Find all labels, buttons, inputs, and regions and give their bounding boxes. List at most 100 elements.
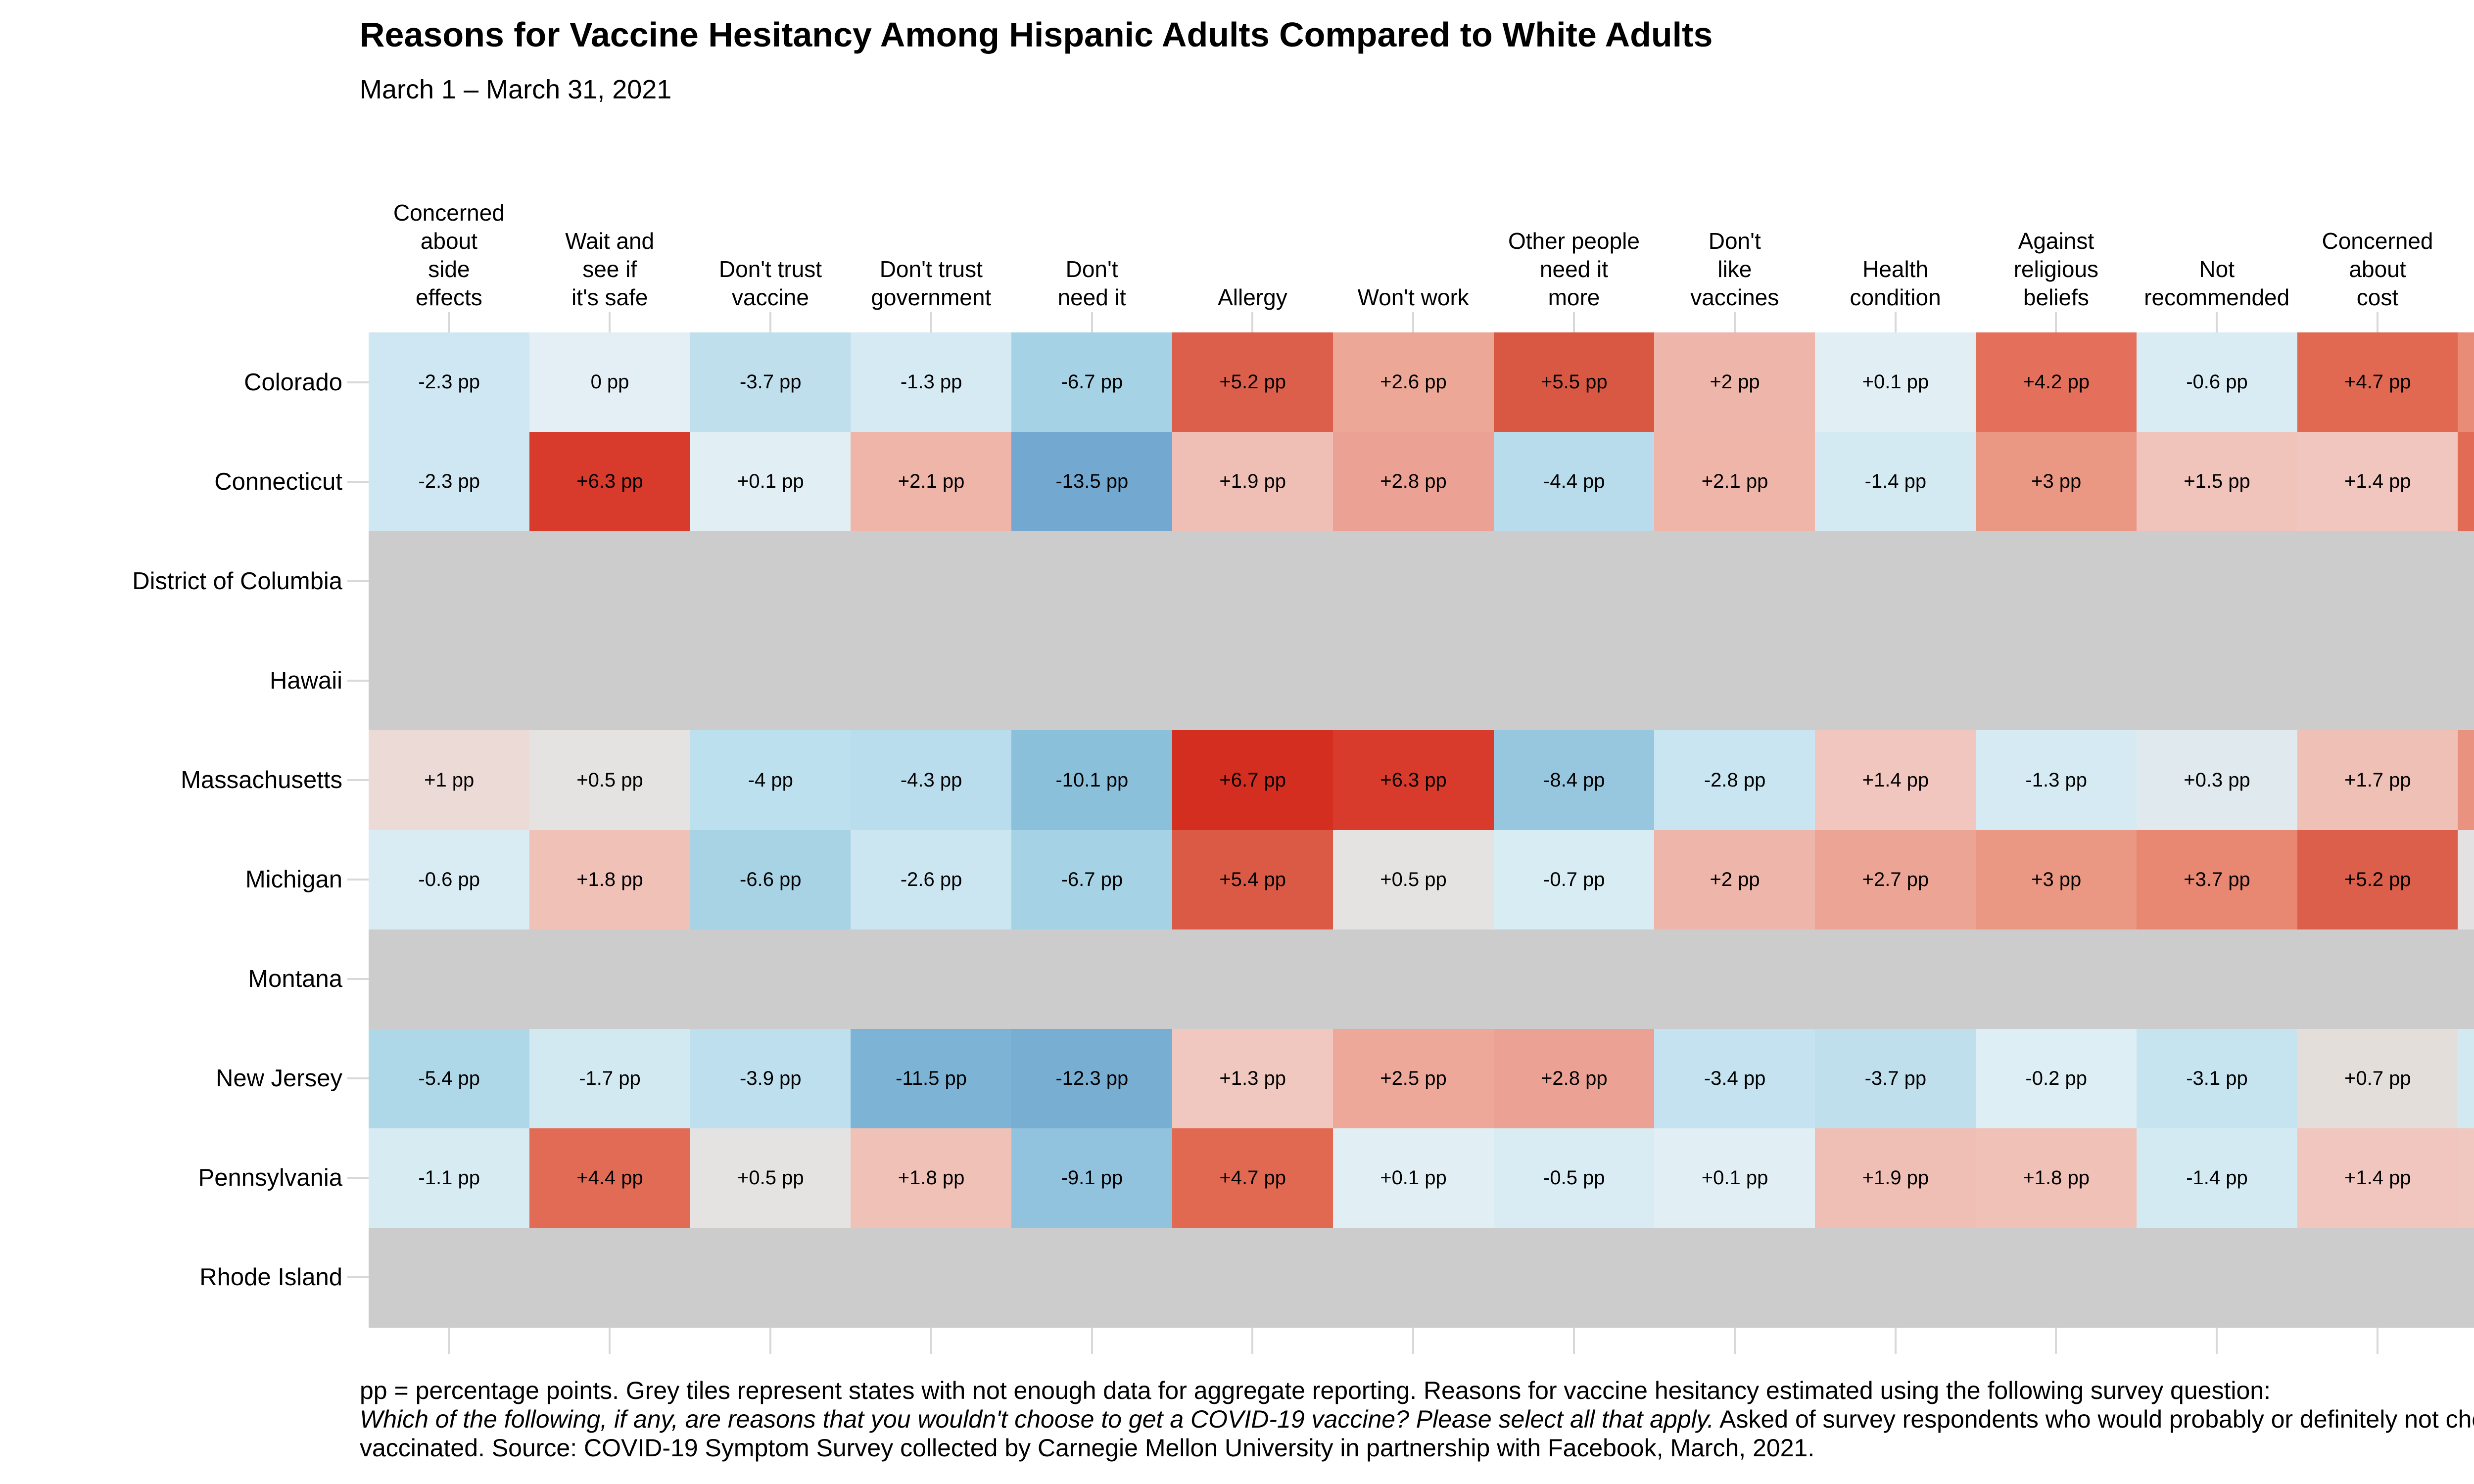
heatmap-cell: -1.7 pp <box>529 1028 691 1129</box>
column-tick-top <box>609 312 611 332</box>
cell-value-label: -2.6 pp <box>900 868 962 890</box>
column-tick-top <box>2377 312 2379 332</box>
heatmap-cell: +1.8 pp <box>529 830 691 930</box>
state-name: Michigan <box>245 866 342 893</box>
column-header-concerned-side-effects: Concerned about side effects <box>369 148 529 312</box>
cell-value-label: -6.6 pp <box>740 868 802 890</box>
cell-value-label: +1 pp <box>424 769 475 791</box>
column-tick-bottom <box>1412 1327 1415 1354</box>
heatmap-cell: +0.1 pp <box>1815 332 1976 432</box>
cell-value-label: +1.3 pp <box>1219 1067 1286 1090</box>
cell-value-label: +1.4 pp <box>1862 769 1929 791</box>
cell-value-label: -0.6 pp <box>418 868 480 890</box>
heatmap-cell: +3.5 pp <box>2458 332 2474 432</box>
heatmap-cell: +5.2 pp <box>1172 332 1333 432</box>
cell-value-label: +3.7 pp <box>2184 868 2250 890</box>
cell-value-label: +1.7 pp <box>2344 769 2411 791</box>
cell-value-label: -8.4 pp <box>1543 769 1605 791</box>
column-header-label: Concerned about cost <box>2322 228 2433 310</box>
cell-value-label: +4.7 pp <box>1219 1167 1286 1189</box>
heatmap-cell: -3.7 pp <box>690 332 851 432</box>
heatmap-cell: -1.4 pp <box>2136 1128 2298 1228</box>
column-tick-bottom <box>609 1327 611 1354</box>
cell-value-label: 0 pp <box>590 371 629 393</box>
cell-value-label: -1.3 pp <box>900 371 962 393</box>
heatmap-cell: +1.8 pp <box>851 1128 1012 1228</box>
row-label-state: District of Columbia <box>0 531 342 631</box>
column-tick-bottom <box>1894 1327 1897 1354</box>
row-tick-left <box>347 879 369 881</box>
cell-value-label: -3.1 pp <box>2186 1067 2248 1090</box>
heatmap-cell: +2.8 pp <box>1493 1028 1655 1129</box>
cell-value-label: -1.1 pp <box>418 1167 480 1189</box>
row-label-state: Pennsylvania <box>0 1128 342 1228</box>
heatmap-cell: +1.7 pp <box>2297 730 2458 831</box>
heatmap-cell: +4.7 pp <box>1172 1128 1333 1228</box>
row-label-state: Michigan <box>0 830 342 929</box>
cell-value-label: -10.1 pp <box>1055 769 1129 791</box>
heatmap-cell: -1.1 pp <box>369 1128 530 1228</box>
cell-value-label: +0.3 pp <box>2184 769 2250 791</box>
column-tick-top <box>769 312 771 332</box>
heatmap-cell: +0.1 pp <box>1332 1128 1494 1228</box>
heatmap-cell: +0.5 pp <box>690 1128 851 1228</box>
column-tick-top <box>1573 312 1575 332</box>
column-header-wont-work: Won't work <box>1333 148 1494 312</box>
heatmap-cell: +1.9 pp <box>1815 1128 1976 1228</box>
cell-value-label: +1.5 pp <box>2184 470 2250 493</box>
column-tick-bottom <box>2216 1327 2218 1354</box>
heatmap-cell: +5.4 pp <box>1172 830 1333 930</box>
footnote-text-1: pp = percentage points. Grey tiles repre… <box>360 1377 2271 1404</box>
cell-value-label: +2.7 pp <box>1862 868 1929 890</box>
footnote: pp = percentage points. Grey tiles repre… <box>360 1376 2474 1462</box>
cell-value-label: -0.7 pp <box>1543 868 1605 890</box>
heatmap-row-no-data <box>369 631 2474 731</box>
cell-value-label: +3 pp <box>2031 868 2082 890</box>
row-tick-left <box>347 779 369 781</box>
column-tick-top <box>2055 312 2057 332</box>
column-tick-bottom <box>1573 1327 1575 1354</box>
state-name: Connecticut <box>214 468 342 495</box>
column-tick-bottom <box>769 1327 771 1354</box>
heatmap-row-no-data <box>369 1227 2474 1328</box>
cell-value-label: -11.5 pp <box>896 1067 967 1090</box>
cell-value-label: -1.3 pp <box>2025 769 2087 791</box>
state-name: Colorado <box>244 369 342 396</box>
heatmap-cell: +1.9 pp <box>1172 432 1333 532</box>
heatmap-cell: +2.8 pp <box>1332 432 1494 532</box>
heatmap-cell: +0.1 pp <box>690 432 851 532</box>
heatmap-cell: -2.3 pp <box>369 332 530 432</box>
row-tick-left <box>347 1276 369 1279</box>
column-header-against-religious-beliefs: Against religious beliefs <box>1976 148 2137 312</box>
heatmap-cell: -2.3 pp <box>369 432 530 532</box>
heatmap-cell: -3.9 pp <box>690 1028 851 1129</box>
heatmap-cell: +3 pp <box>1976 432 2137 532</box>
heatmap-cell: +4.7 pp <box>2297 332 2458 432</box>
column-header-label: Concerned about side effects <box>393 200 505 310</box>
state-name: Montana <box>248 966 342 993</box>
column-header-label: Don't trust government <box>871 256 992 310</box>
heatmap-cell: -13.5 pp <box>1011 432 1173 532</box>
heatmap-cell: -0.7 pp <box>1493 830 1655 930</box>
column-header-label: Other people need it more <box>1508 228 1640 310</box>
cell-value-label: +1.9 pp <box>1219 470 1286 493</box>
heatmap-cell: +2.5 pp <box>1332 1028 1494 1129</box>
cell-value-label: +1.8 pp <box>898 1167 965 1189</box>
state-name: District of Columbia <box>132 567 342 595</box>
column-tick-bottom <box>1251 1327 1254 1354</box>
heatmap-cell: +3 pp <box>1976 830 2137 930</box>
column-tick-bottom <box>2377 1327 2379 1354</box>
column-header-health-condition: Health condition <box>1815 148 1976 312</box>
heatmap-cell: -10.1 pp <box>1011 730 1173 831</box>
cell-value-label: +1.4 pp <box>2344 470 2411 493</box>
heatmap-cell: -3.4 pp <box>1654 1028 1815 1129</box>
column-tick-bottom <box>2055 1327 2057 1354</box>
cell-value-label: -6.7 pp <box>1061 371 1123 393</box>
state-name: Rhode Island <box>199 1264 342 1291</box>
column-header-not-recommended: Not recommended <box>2137 148 2297 312</box>
heatmap-cell: +6.3 pp <box>529 432 691 532</box>
cell-value-label: -0.2 pp <box>2025 1067 2087 1090</box>
column-tick-bottom <box>1733 1327 1736 1354</box>
row-tick-left <box>347 381 369 383</box>
row-label-state: Rhode Island <box>0 1228 342 1327</box>
